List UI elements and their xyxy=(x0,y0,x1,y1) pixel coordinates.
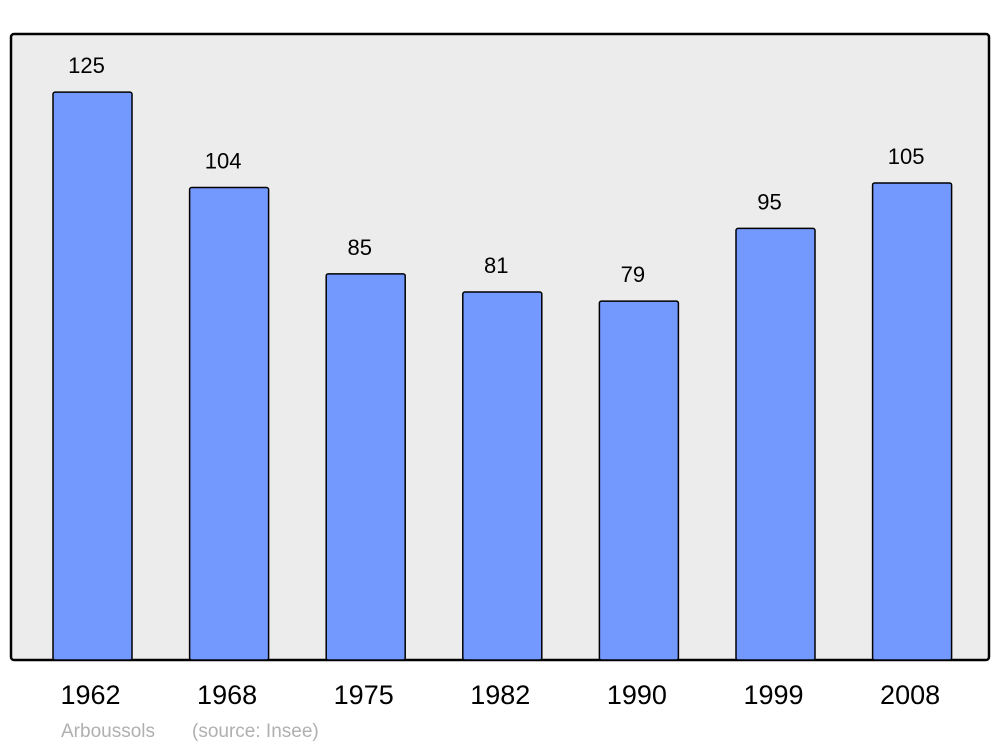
bar-1990 xyxy=(598,300,680,661)
x-tick-label-1962: 1962 xyxy=(60,680,120,710)
bar-1999 xyxy=(735,227,816,661)
x-tick-label-1999: 1999 xyxy=(743,680,803,710)
data-label-1999: 95 xyxy=(757,189,781,214)
footer-source: (source: Insee) xyxy=(192,721,319,742)
data-label-2008: 105 xyxy=(888,144,925,169)
x-tick-label-1968: 1968 xyxy=(197,680,257,710)
data-label-1990: 79 xyxy=(621,262,645,287)
data-label-1982: 81 xyxy=(484,253,508,278)
bar-2008 xyxy=(871,182,953,661)
data-label-1962: 125 xyxy=(68,53,105,78)
bar-1982 xyxy=(462,291,543,661)
bar-1962 xyxy=(52,91,133,661)
data-label-1968: 104 xyxy=(205,149,242,174)
x-tick-label-1990: 1990 xyxy=(607,680,667,710)
bar-1975 xyxy=(325,273,406,661)
x-tick-label-1975: 1975 xyxy=(334,680,394,710)
bar-1968 xyxy=(188,186,270,661)
x-tick-label-2008: 2008 xyxy=(880,680,940,710)
data-label-1975: 85 xyxy=(347,235,371,260)
x-tick-label-1982: 1982 xyxy=(470,680,530,710)
footer-place: Arboussols xyxy=(61,721,155,742)
